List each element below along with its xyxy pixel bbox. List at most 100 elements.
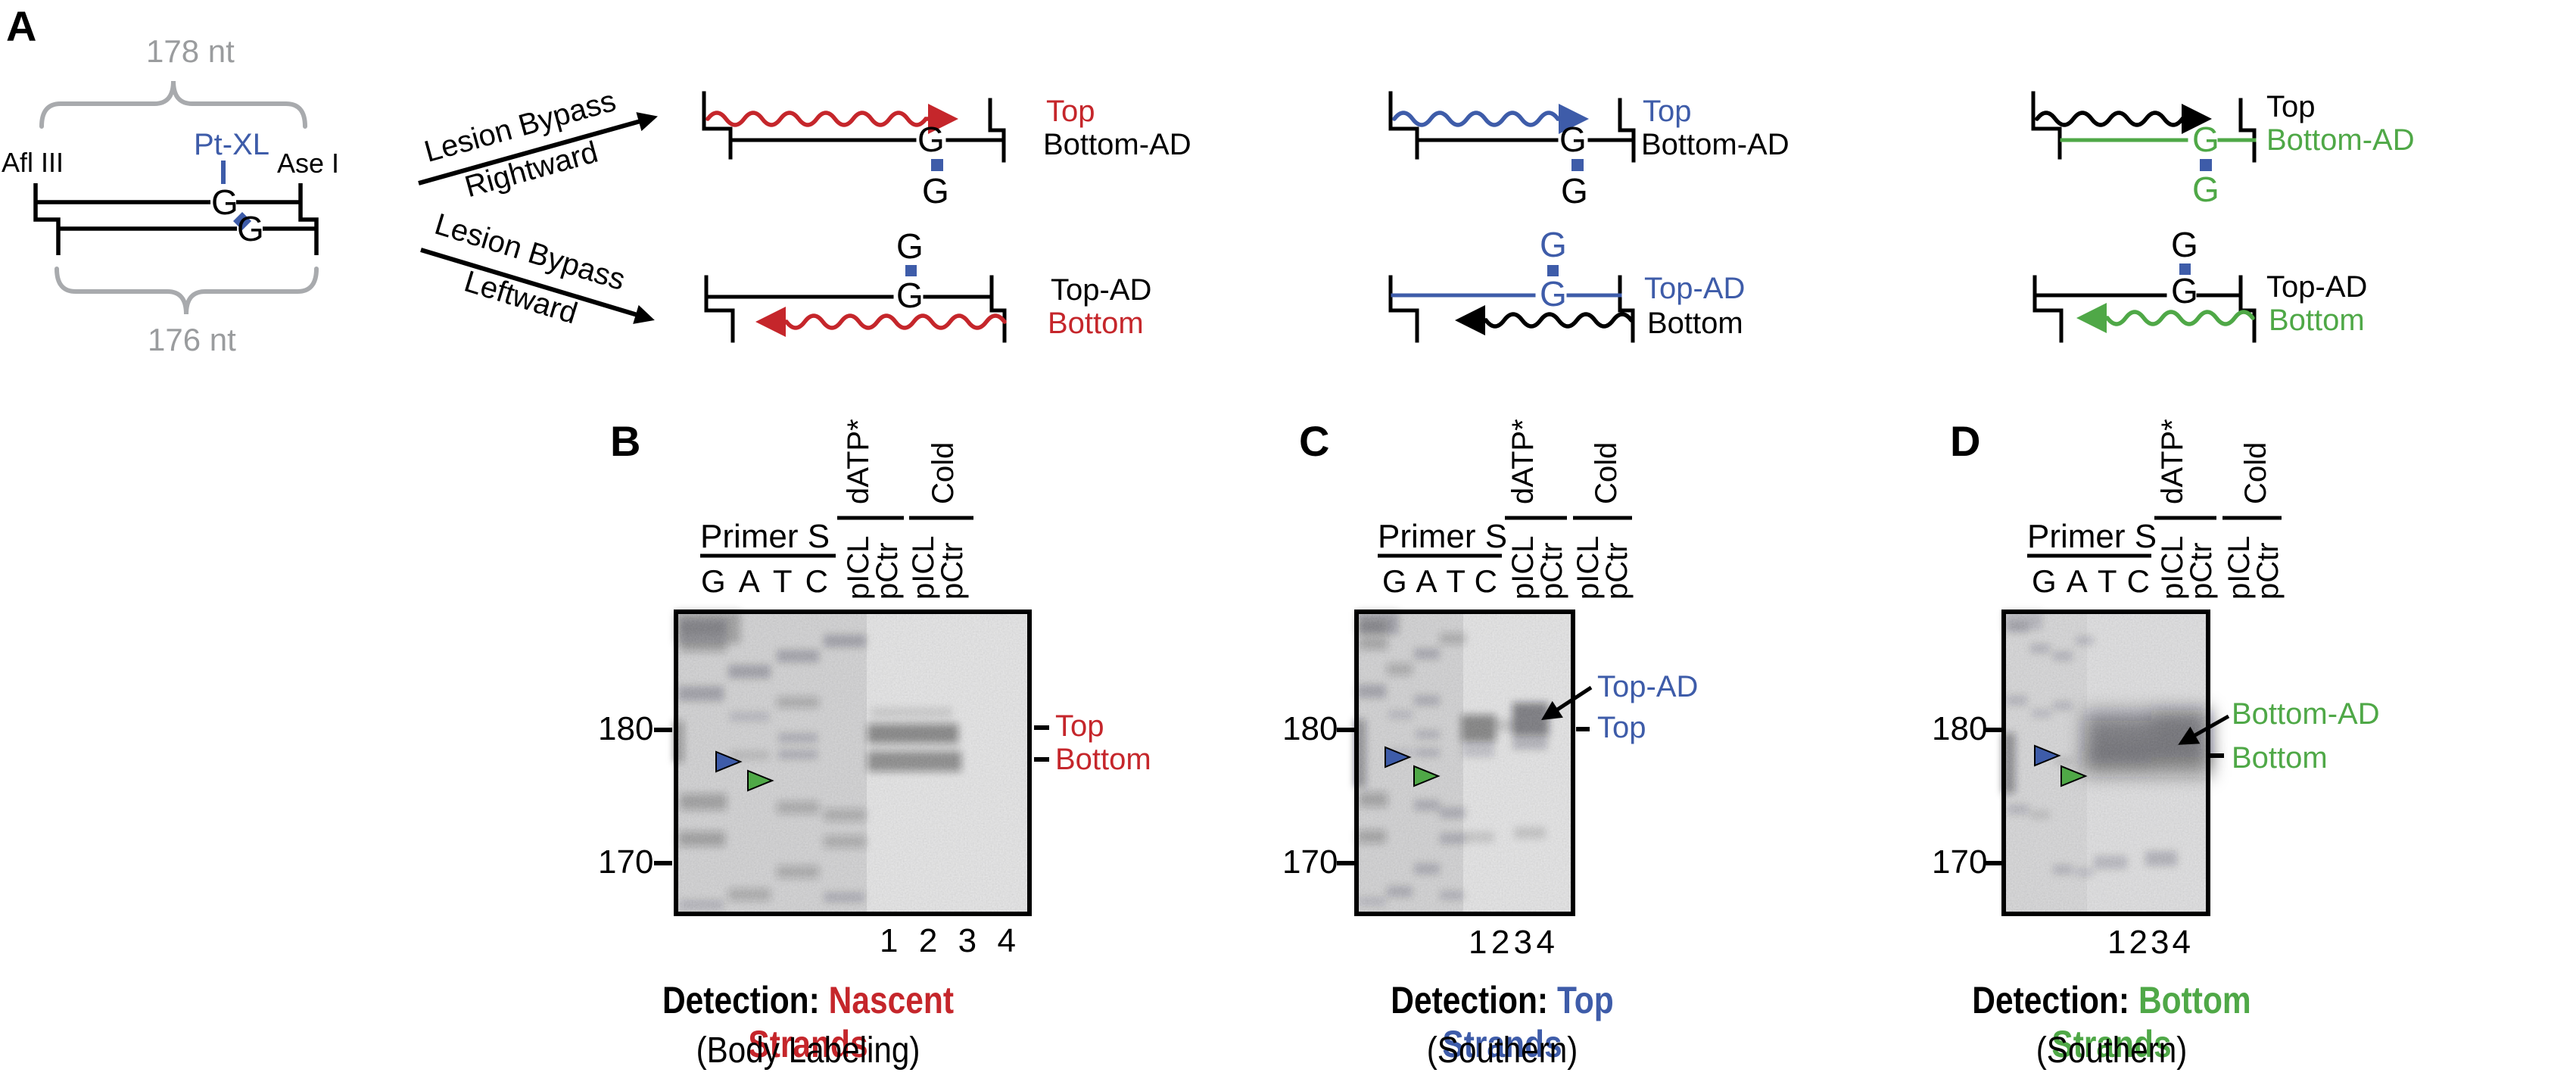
lane-label-g: G xyxy=(2032,563,2057,599)
size-marker-170: 170 xyxy=(1282,843,1338,881)
size-marker-180: 180 xyxy=(1282,710,1338,747)
strand-label-bottom: Bottom xyxy=(2269,304,2365,337)
size-marker-180: 180 xyxy=(1932,710,1988,747)
marker-ticks-c xyxy=(1337,727,1590,865)
top-brace-icon xyxy=(39,80,307,129)
strand-label-top-ad: Top-AD xyxy=(2266,270,2368,304)
blue-arrowhead-icon xyxy=(715,750,743,773)
lane-number: 3 xyxy=(958,922,977,959)
ladder-lane-labels-d: G A T C xyxy=(2032,563,2150,600)
lane-picl-label: pICL xyxy=(842,535,875,600)
lane-number: 2 xyxy=(1490,924,1510,961)
gel-image-c xyxy=(1337,516,1632,916)
lane-picl-label: pICL xyxy=(2222,535,2256,600)
primer-label-b: Primer S xyxy=(700,518,830,555)
primer-label-c: Primer S xyxy=(1378,518,1508,555)
lane-pctr-label: pCtr xyxy=(936,542,969,600)
panel-a-label: A xyxy=(6,2,37,50)
g-base: G xyxy=(1561,171,1588,210)
group-cold-label-b: Cold xyxy=(927,441,960,504)
parent-duplex-diagram xyxy=(33,183,319,255)
lane-label-c: C xyxy=(805,563,828,599)
lane-number: 2 xyxy=(2129,924,2148,961)
caption-prefix: Detection: xyxy=(1391,979,1549,1021)
g-base: G xyxy=(2171,271,2198,310)
strand-label-bottom-ad: Bottom-AD xyxy=(1043,128,1191,161)
panel-b-label: B xyxy=(610,417,641,465)
g-base: G xyxy=(922,171,949,210)
caption-prefix: Detection: xyxy=(1972,979,2130,1021)
strand-label-bottom-ad: Bottom-AD xyxy=(1641,128,1789,161)
lane-pctr-label: pCtr xyxy=(1600,542,1634,600)
ladder-lane-labels-c: G A T C xyxy=(1382,563,1497,600)
lane-label-t: T xyxy=(1446,563,1466,599)
right-enzyme-label: Ase I xyxy=(277,148,340,179)
caption-sub-b: (Body Labeling) xyxy=(696,1030,920,1071)
lane-picl-label: pICL xyxy=(2156,535,2189,600)
header-underlines-b xyxy=(700,516,973,558)
lane-label-c: C xyxy=(2126,563,2150,599)
g-base: G xyxy=(896,276,924,315)
lane-number: 1 xyxy=(1469,924,1487,961)
top-fragment-length: 178 nt xyxy=(146,33,235,69)
leftward-arrow xyxy=(420,248,655,324)
gel-image-b xyxy=(654,516,1049,916)
ladder-lane-labels-b: G A T C xyxy=(701,563,828,600)
strand-label-top-ad: Top-AD xyxy=(1644,272,1746,305)
g-base: G xyxy=(1540,274,1567,313)
marker-ticks-b xyxy=(654,725,1049,865)
header-underlines-d xyxy=(2027,516,2282,558)
lane-label-a: A xyxy=(738,563,760,599)
lane-number: 3 xyxy=(2151,924,2170,961)
group-datp-label-c: dATP* xyxy=(1506,419,1540,504)
lane-label-c: C xyxy=(1474,563,1497,599)
size-marker-170: 170 xyxy=(598,843,654,881)
strand-label-bottom: Bottom xyxy=(1647,307,1743,340)
strand-label-top: Top xyxy=(2266,90,2316,123)
caption-highlight: Top Strands xyxy=(1442,979,1614,1065)
caption-sub-c: (Southern) xyxy=(1426,1030,1578,1071)
g-base: G xyxy=(2192,120,2219,159)
lane-label-a: A xyxy=(1416,563,1438,599)
strand-label-top-ad: Top-AD xyxy=(1051,273,1152,307)
lesion-bypass-arrows xyxy=(418,112,658,324)
lane-label-g: G xyxy=(1382,563,1407,599)
lane-pctr-label: pCtr xyxy=(2251,542,2285,600)
strand-label-bottom: Bottom xyxy=(1048,307,1144,340)
g-base: G xyxy=(917,120,945,159)
size-marker-180: 180 xyxy=(598,710,654,747)
band-annotation-arrow-c xyxy=(1541,685,1593,721)
lane-label-a: A xyxy=(2066,563,2088,599)
lane-picl-label: pICL xyxy=(1571,535,1605,600)
size-marker-170: 170 xyxy=(1932,843,1988,881)
lane-number: 3 xyxy=(1513,924,1533,961)
lane-number: 2 xyxy=(918,922,938,959)
strand-label-bottom-ad: Bottom-AD xyxy=(2266,123,2415,157)
panel-c-label: C xyxy=(1299,417,1330,465)
lane-numbers-b: 1 2 3 4 xyxy=(880,922,1016,960)
header-underlines-c xyxy=(1378,516,1632,558)
caption-highlight: Bottom Strands xyxy=(2051,979,2251,1065)
green-arrowhead-icon xyxy=(2060,765,2088,787)
lane-numbers-d: 1 2 3 4 xyxy=(2107,924,2191,962)
lane-number: 4 xyxy=(2172,924,2191,961)
caption-b: Detection: Nascent Strands xyxy=(633,978,983,1066)
g-base: G xyxy=(2192,170,2219,209)
crosslink-label: Pt-XL xyxy=(194,128,270,161)
marker-ticks-d xyxy=(1983,728,2224,865)
crosslink-diamond-icon xyxy=(233,212,251,230)
lane-pctr-label: pCtr xyxy=(1535,542,1568,600)
construct-top-strand-diagram xyxy=(1388,91,1636,343)
primer-label-d: Primer S xyxy=(2027,518,2157,555)
construct-bottom-strand-diagram xyxy=(2031,91,2257,343)
band-label-bottom: Bottom xyxy=(2232,741,2328,775)
lane-picl-label: pICL xyxy=(1506,535,1540,600)
lane-number: 4 xyxy=(997,922,1016,959)
brace-icons xyxy=(39,80,319,315)
bottom-fragment-length: 176 nt xyxy=(148,322,236,357)
band-label-top-ad: Top-AD xyxy=(1597,670,1699,703)
band-label-bottom-ad: Bottom-AD xyxy=(2232,697,2380,731)
gel-image-d xyxy=(1983,516,2282,916)
